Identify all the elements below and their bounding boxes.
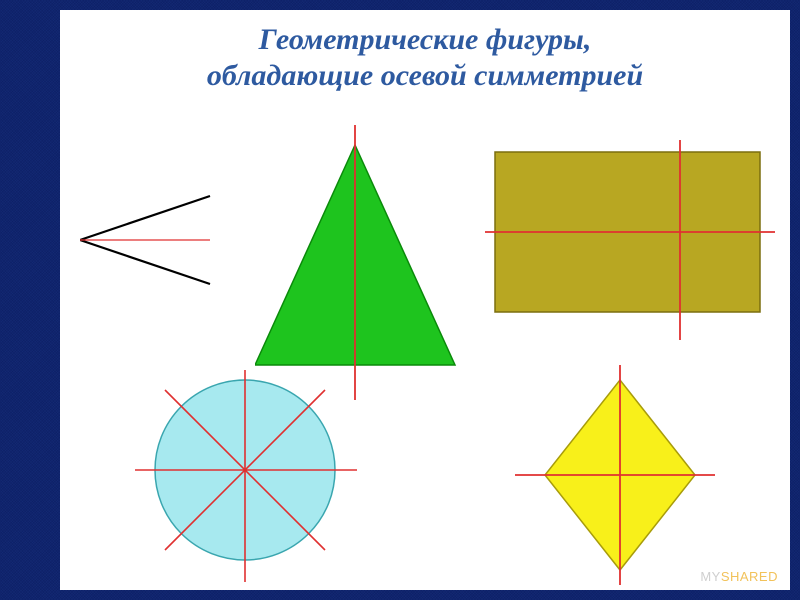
title-line-1: Геометрические фигуры, [60, 22, 790, 58]
watermark-accent: SHARED [721, 569, 778, 584]
title-line-2: обладающие осевой симметрией [60, 58, 790, 94]
triangle-shape [255, 120, 465, 400]
rectangle-shape [485, 140, 785, 360]
angle-shape [80, 190, 240, 310]
watermark-prefix: MY [700, 569, 721, 584]
slide-title: Геометрические фигуры, обладающие осевой… [60, 10, 790, 94]
slide-canvas: Геометрические фигуры, обладающие осевой… [60, 10, 790, 590]
rhombus-shape [515, 365, 715, 585]
circle-shape [135, 370, 365, 590]
diagram-area [60, 120, 790, 580]
watermark: MYSHARED [700, 569, 778, 584]
